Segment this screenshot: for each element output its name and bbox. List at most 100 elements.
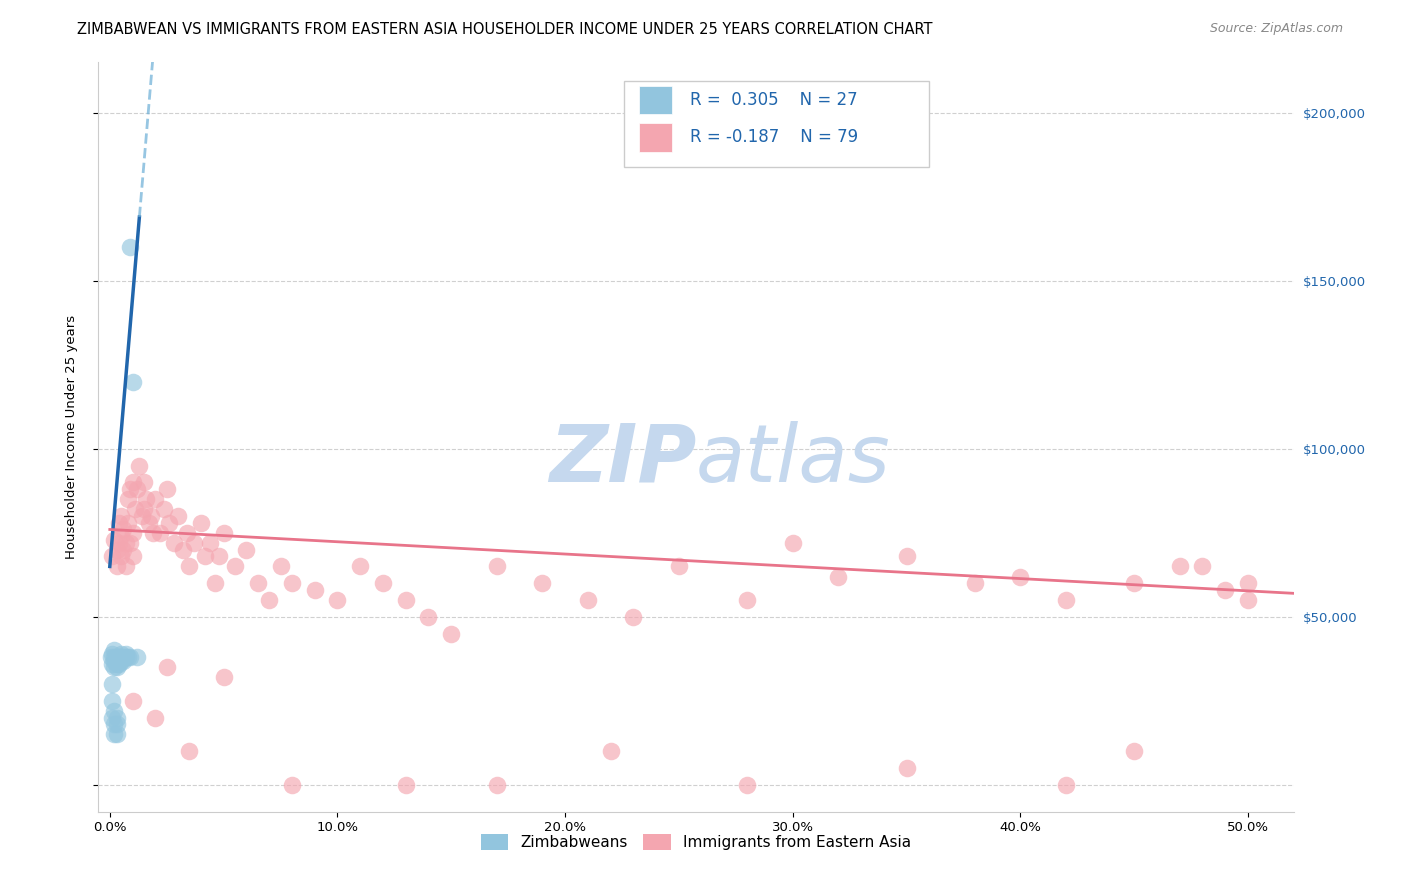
Point — [124, 502, 146, 516]
Point — [1237, 593, 1260, 607]
Point — [112, 650, 135, 665]
Point — [127, 482, 149, 496]
Point — [1010, 569, 1032, 583]
Point — [281, 778, 304, 792]
Point — [735, 593, 758, 607]
Point — [963, 576, 986, 591]
Point — [270, 559, 292, 574]
Point — [120, 650, 142, 665]
Point — [121, 694, 143, 708]
Point — [131, 509, 153, 524]
Bar — [638, 123, 672, 152]
Point — [103, 533, 125, 547]
Point — [1054, 778, 1077, 792]
Point — [1123, 744, 1146, 758]
Point — [105, 660, 128, 674]
Point — [105, 717, 128, 731]
FancyBboxPatch shape — [624, 81, 929, 168]
Point — [418, 610, 440, 624]
Point — [1237, 576, 1260, 591]
Point — [179, 559, 201, 574]
Point — [101, 647, 124, 661]
Point — [138, 516, 160, 530]
Point — [599, 744, 621, 758]
Point — [110, 647, 132, 661]
Point — [112, 523, 135, 537]
Point — [101, 657, 124, 671]
Point — [212, 670, 235, 684]
Point — [120, 240, 142, 254]
Point — [120, 482, 142, 496]
Point — [103, 650, 125, 665]
Text: R =  0.305    N = 27: R = 0.305 N = 27 — [690, 91, 858, 109]
Point — [110, 549, 132, 564]
Point — [103, 653, 125, 667]
Point — [101, 694, 124, 708]
Point — [668, 559, 690, 574]
Point — [105, 727, 128, 741]
Point — [485, 778, 508, 792]
Point — [208, 549, 231, 564]
Point — [110, 529, 132, 543]
Point — [101, 677, 124, 691]
Point — [114, 647, 136, 661]
Point — [212, 525, 235, 540]
Point — [149, 525, 172, 540]
Point — [105, 711, 128, 725]
Text: Source: ZipAtlas.com: Source: ZipAtlas.com — [1209, 22, 1343, 36]
Point — [110, 509, 132, 524]
Point — [183, 536, 205, 550]
Point — [156, 482, 179, 496]
Point — [304, 582, 326, 597]
Point — [176, 525, 198, 540]
Point — [224, 559, 246, 574]
Point — [735, 778, 758, 792]
Point — [103, 704, 125, 718]
Point — [621, 610, 644, 624]
Point — [100, 650, 122, 665]
Point — [395, 778, 418, 792]
Point — [121, 549, 143, 564]
Point — [143, 492, 166, 507]
Point — [156, 660, 179, 674]
Point — [782, 536, 804, 550]
Point — [117, 516, 139, 530]
Point — [157, 516, 180, 530]
Text: atlas: atlas — [696, 420, 891, 499]
Point — [114, 559, 136, 574]
Point — [246, 576, 269, 591]
Point — [110, 653, 132, 667]
Point — [108, 650, 131, 665]
Point — [576, 593, 599, 607]
Point — [112, 653, 135, 667]
Point — [162, 536, 184, 550]
Point — [531, 576, 554, 591]
Point — [194, 549, 217, 564]
Point — [117, 650, 139, 665]
Point — [101, 711, 124, 725]
Text: ZIP: ZIP — [548, 420, 696, 499]
Point — [105, 653, 128, 667]
Point — [827, 569, 849, 583]
Point — [121, 375, 143, 389]
Point — [896, 761, 918, 775]
Point — [1168, 559, 1191, 574]
Point — [257, 593, 280, 607]
Point — [1123, 576, 1146, 591]
Point — [142, 525, 165, 540]
Point — [172, 542, 194, 557]
Point — [153, 502, 176, 516]
Point — [103, 660, 125, 674]
Point — [128, 458, 150, 473]
Point — [120, 536, 142, 550]
Point — [326, 593, 349, 607]
Point — [114, 650, 136, 665]
Y-axis label: Householder Income Under 25 years: Householder Income Under 25 years — [65, 315, 77, 559]
Text: ZIMBABWEAN VS IMMIGRANTS FROM EASTERN ASIA HOUSEHOLDER INCOME UNDER 25 YEARS COR: ZIMBABWEAN VS IMMIGRANTS FROM EASTERN AS… — [77, 22, 932, 37]
Point — [105, 657, 128, 671]
Point — [139, 509, 162, 524]
Point — [440, 626, 463, 640]
Point — [108, 536, 131, 550]
Point — [132, 475, 155, 490]
Point — [108, 657, 131, 671]
